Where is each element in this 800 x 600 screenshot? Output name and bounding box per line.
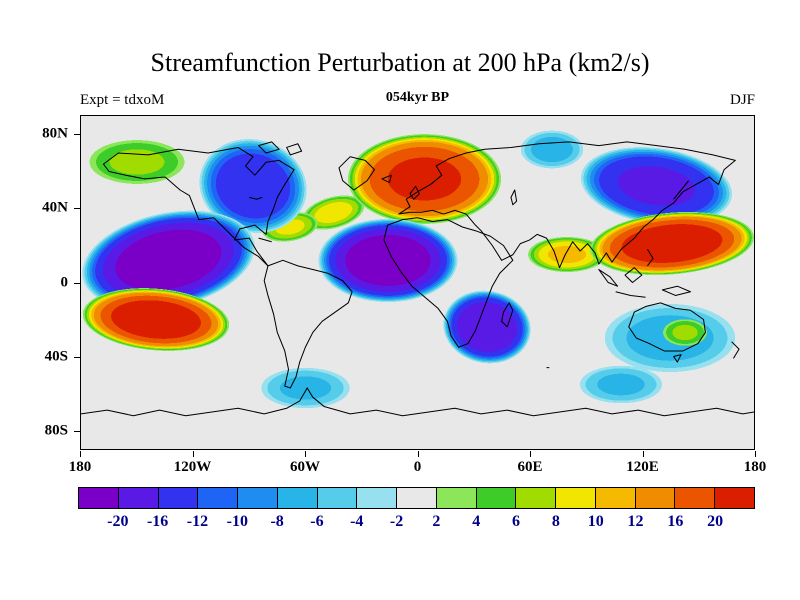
colorbar-tick-label: -6 [310, 513, 324, 530]
season-label: DJF [729, 92, 755, 108]
anomaly-blob-europe-positive [346, 132, 504, 226]
coastline-overlay [81, 141, 754, 417]
colorbar-segment [675, 488, 716, 508]
colorbar-segment [397, 488, 437, 508]
lat-tick [74, 282, 80, 284]
anomaly-blob-siberia-negative [518, 128, 586, 170]
lat-tick-label: 40N [42, 199, 68, 216]
colorbar-tick-label: 6 [512, 513, 521, 530]
lon-tick-label: 180 [68, 459, 92, 475]
coast-south-america [263, 259, 353, 389]
colorbar-tick-label: -10 [226, 513, 248, 530]
colorbar-tick-label: -8 [270, 513, 284, 530]
colorbar-tick-label: 20 [707, 513, 724, 530]
colorbar-segment [635, 488, 676, 508]
lon-tick-label: 60E [517, 459, 543, 475]
experiment-label: Expt = tdxoM [80, 92, 165, 108]
lat-tick-label: 80N [42, 125, 68, 142]
colorbar-labels: -20 -16 -12 -10 -8 -6 -4 -2 2 4 6 8 10 12 16 20 [78, 513, 755, 535]
anomaly-blob-spacific-south-negative [256, 365, 354, 411]
colorbar-tick-label: -16 [146, 513, 169, 530]
colorbar-segment [715, 488, 755, 508]
anomaly-layer [81, 116, 754, 449]
colorbar-tick-label: -12 [186, 513, 209, 530]
lon-tick-label: 120W [173, 459, 212, 475]
coast-antarctica [81, 387, 754, 417]
lat-tick [74, 133, 80, 135]
colorbar-segment [158, 488, 199, 508]
colorbar [78, 487, 755, 509]
colorbar-segment [238, 488, 278, 508]
lat-tick-label: 0 [60, 274, 69, 290]
lon-tick [755, 451, 756, 457]
coast-north-america [102, 146, 295, 267]
lon-tick [80, 451, 81, 457]
coast-islands [249, 141, 740, 369]
colorbar-segment [79, 488, 119, 508]
lon-tick-label: 60W [290, 459, 320, 475]
anomaly-blob-australia-positive [660, 317, 710, 348]
colorbar-segment [118, 488, 159, 508]
map-plot [80, 115, 755, 450]
page-title: Streamfunction Perturbation at 200 hPa (… [150, 48, 650, 77]
coast-australia [628, 302, 706, 352]
lat-tick-label: 80S [44, 422, 68, 439]
coast-africa [383, 217, 514, 348]
lat-tick-label: 40S [44, 348, 68, 365]
colorbar-tick-label: -2 [389, 513, 404, 530]
lon-tick [305, 451, 306, 457]
colorbar-tick-label: 12 [627, 513, 644, 530]
coast-greenland [338, 156, 376, 191]
colorbar-segment [516, 488, 557, 508]
lon-tick-label: 120E [626, 459, 659, 475]
colorbar-segment [595, 488, 636, 508]
longitude-axis: 180 120W 60W 0 60E 120E 180 [69, 450, 766, 480]
colorbar-tick-label: -4 [350, 513, 364, 530]
colorbar-tick-label: 4 [472, 513, 481, 530]
lat-tick [74, 208, 80, 210]
colorbar-segment [277, 488, 318, 508]
anomaly-blob-sindian-negative [576, 363, 667, 405]
lon-tick [530, 451, 531, 457]
epoch-label: 054kyr BP [385, 90, 450, 105]
anomaly-blob-bering-positive [84, 138, 190, 187]
lon-tick [417, 451, 419, 457]
lon-tick-label: 0 [413, 459, 422, 475]
colorbar-segment [476, 488, 517, 508]
coast-eurasia [398, 141, 736, 269]
lat-tick [74, 431, 80, 433]
colorbar-tick-label: -20 [107, 513, 129, 530]
colorbar-segment [317, 488, 358, 508]
colorbar-segment [357, 488, 398, 508]
colorbar-segment [198, 488, 239, 508]
lon-tick [642, 451, 644, 457]
lon-tick-label: 180 [743, 459, 767, 475]
colorbar-segment [556, 488, 596, 508]
latitude-axis: 80N 40N 0 40S 80S [0, 115, 80, 450]
colorbar-tick-label: 2 [432, 513, 441, 530]
colorbar-tick-label: 8 [551, 513, 560, 530]
lon-tick [192, 451, 194, 457]
anomaly-blob-atlantic-negative [316, 217, 459, 303]
colorbar-segment [436, 488, 477, 508]
colorbar-tick-label: 10 [587, 513, 604, 530]
lat-tick [74, 356, 80, 358]
colorbar-tick-label: 16 [667, 513, 684, 530]
